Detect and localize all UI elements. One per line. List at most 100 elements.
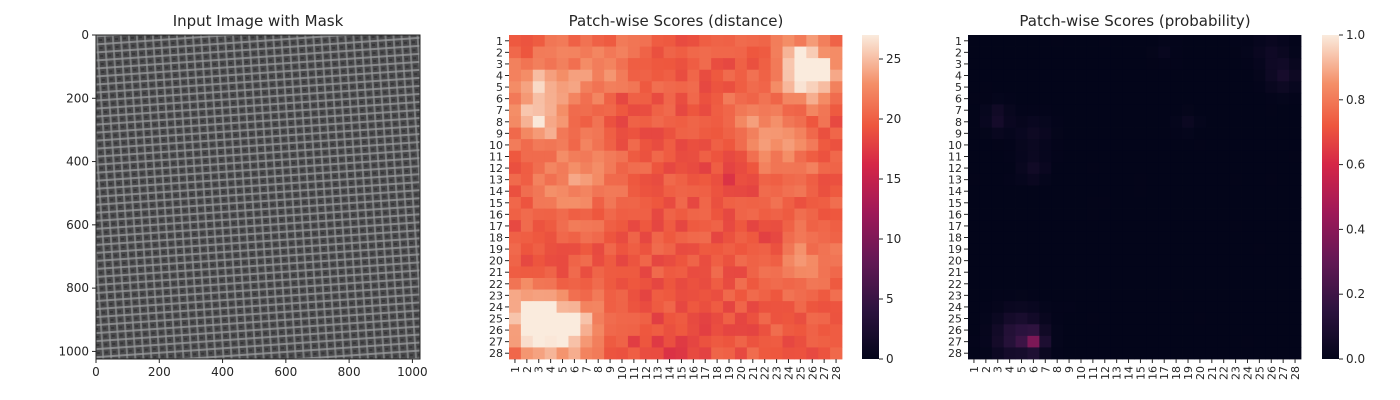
heatmap-cell	[1289, 324, 1302, 337]
heatmap-cell	[532, 254, 546, 267]
heatmap-cell	[639, 116, 653, 128]
heatmap-cell	[509, 324, 522, 337]
heatmap-cell	[699, 58, 712, 71]
heatmap-cell	[818, 35, 831, 47]
heatmap-cell	[1003, 127, 1016, 140]
row-label: 9	[955, 127, 962, 140]
heatmap-cell	[1253, 243, 1266, 256]
heatmap-cell	[1051, 289, 1064, 302]
heatmap-cell	[580, 197, 593, 209]
colorbar-tick-label: 0.0	[1346, 352, 1365, 366]
heatmap-cell	[544, 185, 557, 198]
heatmap-cell	[1015, 254, 1028, 267]
heatmap-cell	[758, 347, 772, 360]
heatmap-cell	[544, 243, 557, 256]
heatmap-cell	[1265, 278, 1278, 290]
heatmap-cell	[663, 289, 676, 302]
heatmap-cell	[1098, 46, 1112, 59]
heatmap-cell	[830, 312, 843, 325]
heatmap-cell	[746, 208, 760, 221]
heatmap-cell	[1289, 220, 1302, 233]
heatmap-cell	[687, 254, 700, 267]
heatmap-cell	[830, 254, 843, 267]
heatmap-cell	[651, 92, 664, 105]
heatmap-cell	[568, 301, 581, 314]
col-label: 26	[1265, 366, 1278, 380]
heatmap-cell	[651, 324, 664, 337]
heatmap-cell	[830, 335, 843, 348]
heatmap-cell	[818, 104, 831, 117]
heatmap-cell	[1158, 254, 1171, 267]
heatmap-cell	[580, 58, 593, 71]
heatmap-cell	[1086, 231, 1100, 244]
heatmap-cell	[1027, 243, 1040, 256]
heatmap-cell	[604, 46, 617, 59]
heatmap-cell	[1217, 69, 1231, 82]
heatmap-cell	[991, 289, 1005, 302]
heatmap-cell	[639, 127, 653, 140]
heatmap-cell	[699, 254, 712, 267]
heatmap-cell	[711, 312, 724, 325]
col-label: 18	[711, 366, 724, 380]
heatmap-cell	[711, 150, 724, 163]
heatmap-cell	[1051, 208, 1064, 221]
heatmap-cell	[1182, 197, 1195, 209]
heatmap-cell	[1241, 127, 1254, 140]
heatmap-cell	[723, 58, 736, 71]
row-label: 11	[948, 151, 962, 164]
heatmap-cell	[746, 81, 760, 94]
heatmap-cell	[794, 116, 807, 128]
heatmap-cell	[639, 92, 653, 105]
heatmap-cell	[1253, 81, 1266, 94]
heatmap-cell	[568, 278, 581, 290]
heatmap-cell	[1253, 208, 1266, 221]
heatmap-cell	[1205, 127, 1219, 140]
heatmap-cell	[663, 185, 676, 198]
heatmap-cell	[1146, 46, 1159, 59]
heatmap-cell	[1075, 104, 1088, 117]
col-label: 11	[1087, 366, 1100, 380]
heatmap-cell	[663, 35, 676, 47]
heatmap-cell	[734, 266, 748, 279]
heatmap-cell	[1241, 243, 1254, 256]
heatmap-cell	[544, 324, 557, 337]
row-label: 27	[948, 336, 962, 349]
heatmap-cell	[1039, 185, 1052, 198]
heatmap-cell	[1289, 92, 1302, 105]
heatmap-cell	[1265, 92, 1278, 105]
heatmap-cell	[1158, 139, 1171, 152]
heatmap-cell	[758, 220, 772, 233]
heatmap-cell	[782, 301, 795, 314]
heatmap-cell	[1063, 220, 1076, 233]
heatmap-cell	[806, 81, 819, 94]
heatmap-cell	[1265, 289, 1278, 302]
row-label: 14	[489, 185, 503, 198]
heatmap-cell	[1170, 162, 1183, 175]
heatmap-cell	[544, 312, 557, 325]
heatmap-cell	[1086, 58, 1100, 71]
heatmap-cell	[806, 46, 819, 59]
heatmap-cell	[532, 35, 546, 47]
heatmap-cell	[758, 185, 772, 198]
heatmap-cell	[651, 301, 664, 314]
heatmap-cell	[639, 173, 653, 186]
heatmap-cell	[627, 104, 641, 117]
heatmap-cell	[1075, 69, 1088, 82]
heatmap-cell	[1086, 116, 1100, 128]
heatmap-cell	[568, 347, 581, 360]
heatmap-cell	[818, 324, 831, 337]
heatmap-cell	[770, 197, 783, 209]
probability-heatmap-cells	[968, 35, 1302, 360]
heatmap-cell	[1289, 335, 1302, 348]
heatmap-cell	[734, 92, 748, 105]
heatmap-cell	[806, 312, 819, 325]
heatmap-cell	[1241, 35, 1254, 47]
heatmap-cell	[1277, 92, 1290, 105]
heatmap-cell	[1193, 347, 1207, 360]
heatmap-cell	[532, 301, 546, 314]
row-label: 28	[948, 347, 962, 360]
heatmap-cell	[675, 324, 688, 337]
heatmap-cell	[723, 173, 736, 186]
heatmap-cell	[1158, 81, 1171, 94]
heatmap-cell	[968, 254, 981, 267]
